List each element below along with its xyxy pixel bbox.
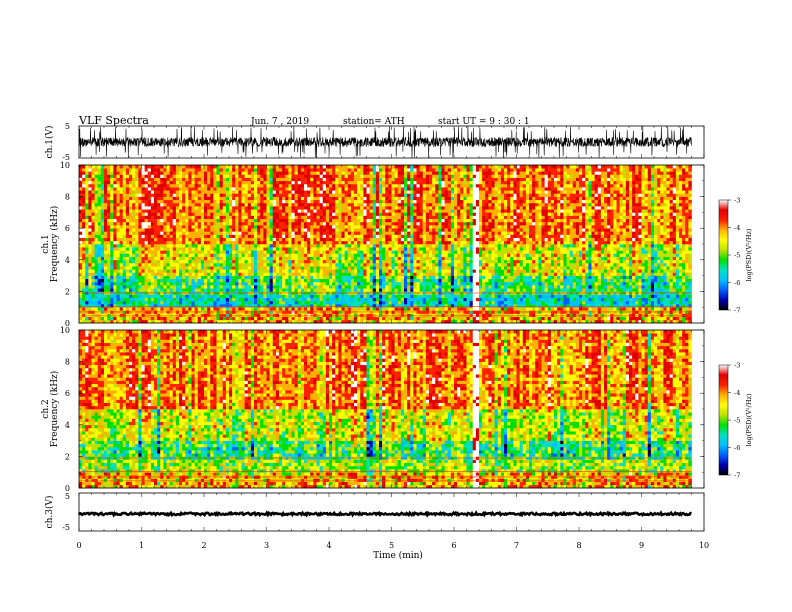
ch2-colorbar-scale (718, 364, 729, 476)
ch1-spec-x-ticks (78, 165, 705, 323)
ch1-spec-ylabel-channel: ch.1 (41, 234, 51, 253)
ch1-ylabel: ch.1(V) (44, 126, 55, 159)
ch2-spec-ylabel-channel: ch.2 (41, 399, 51, 418)
header-station: station= ATH (343, 117, 405, 127)
ch2-colorbar-ticks: -3 -4 -5 -6 -7 (728, 362, 740, 480)
y-tick-label: 4 (65, 256, 70, 265)
y-tick-label: 2 (65, 452, 70, 461)
ch1-waveform-panel: 5 -5 ch.1(V) (44, 122, 705, 162)
ch2-spec-y-ticks: 0 2 4 6 8 10 (60, 326, 704, 493)
x-tick-label: 8 (576, 541, 581, 550)
colorbar-tick-label: -6 (734, 279, 740, 287)
x-tick-label: 5 (389, 541, 394, 550)
x-tick-label: 6 (451, 541, 456, 550)
y-tick-label: 0 (65, 319, 70, 328)
colorbar-tick-label: -7 (734, 472, 740, 480)
ch3-ytick-top: 5 (65, 492, 70, 501)
colorbar-tick-label: -3 (734, 362, 740, 370)
x-axis-tick-labels: 0 1 2 3 4 5 6 7 8 9 10 (76, 541, 709, 550)
x-tick-label: 0 (76, 541, 81, 550)
colorbar-tick-label: -4 (734, 224, 740, 232)
colorbar-tick-label: -7 (734, 307, 740, 315)
y-tick-label: 6 (65, 389, 70, 398)
y-tick-label: 8 (65, 358, 70, 367)
ch2-spectrogram-panel: 0 2 4 6 8 10 ch.2 Frequency (kHz) (41, 326, 705, 493)
ch1-x-ticks (78, 126, 705, 158)
colorbar-tick-label: -5 (734, 252, 740, 260)
y-tick-label: 2 (65, 287, 70, 296)
x-tick-label: 2 (201, 541, 206, 550)
x-axis-label: Time (min) (373, 550, 423, 561)
x-tick-label: 7 (514, 541, 519, 550)
header-start-ut: start UT = 9 : 30 : 1 (438, 117, 530, 127)
ch1-waveform-line (78, 125, 692, 159)
ch1-spec-ylabel-frequency: Frequency (kHz) (49, 206, 60, 283)
ch1-ytick-top: 5 (65, 122, 70, 131)
ch2-colorbar: -3 -4 -5 -6 -7 log(PSD)(V²/Hz) (718, 362, 753, 480)
y-tick-label: 4 (65, 421, 70, 430)
x-tick-label: 9 (639, 541, 644, 550)
ch2-spec-x-ticks (78, 330, 705, 488)
colorbar-tick-label: -3 (734, 197, 740, 205)
ch3-x-ticks (78, 493, 705, 531)
x-tick-label: 3 (264, 541, 269, 550)
colorbar-tick-label: -4 (734, 389, 740, 397)
ch1-spectrogram-panel: 0 2 4 6 8 10 ch.1 Frequency (kHz) (41, 161, 705, 328)
ch3-ytick-bottom: -5 (62, 523, 70, 532)
ch1-ytick-bottom: -5 (62, 153, 70, 162)
ch1-spec-y-ticks: 0 2 4 6 8 10 (60, 161, 704, 328)
colorbar-tick-label: -5 (734, 417, 740, 425)
ch1-colorbar-ticks: -3 -4 -5 -6 -7 (728, 197, 740, 315)
ch1-colorbar: -3 -4 -5 -6 -7 log(PSD)(V²/Hz) (718, 197, 753, 315)
colorbar-tick-label: -6 (734, 444, 740, 452)
ch1-colorbar-label: log(PSD)(V²/Hz) (745, 228, 753, 281)
y-tick-label: 0 (65, 484, 70, 493)
ch2-colorbar-label: log(PSD)(V²/Hz) (745, 393, 753, 446)
y-tick-label: 10 (60, 326, 70, 335)
ch1-spectrogram-heatmap (79, 165, 692, 324)
ch3-ylabel: ch.3(V) (44, 496, 55, 529)
ch1-colorbar-scale (718, 199, 729, 311)
x-tick-label: 4 (326, 541, 331, 550)
x-tick-label: 10 (699, 541, 709, 550)
y-tick-label: 6 (65, 224, 70, 233)
x-tick-label: 1 (139, 541, 144, 550)
ch2-spec-ylabel-frequency: Frequency (kHz) (49, 371, 60, 448)
ch3-waveform-panel: 5 -5 ch.3(V) (44, 492, 705, 532)
y-tick-label: 10 (60, 161, 70, 170)
header-date: Jun. 7 , 2019 (250, 117, 309, 127)
ch2-spectrogram-heatmap (79, 330, 692, 489)
y-tick-label: 8 (65, 193, 70, 202)
figure-title: VLF Spectra (78, 114, 149, 127)
ch3-waveform-line (77, 510, 692, 518)
